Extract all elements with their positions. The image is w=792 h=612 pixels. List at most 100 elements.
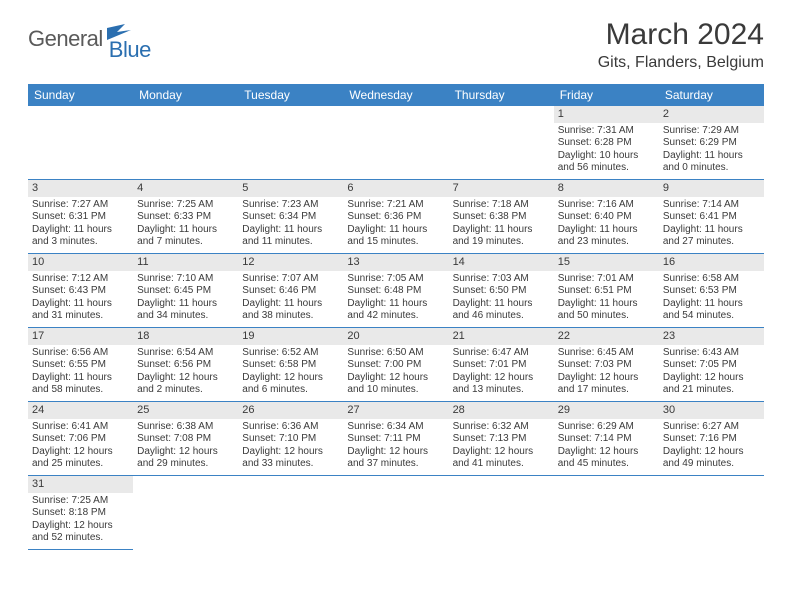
calendar-cell: 14Sunrise: 7:03 AMSunset: 6:50 PMDayligh… [449,254,554,328]
daylight-line: Daylight: 11 hours and 19 minutes. [453,224,550,249]
calendar-cell-empty [343,106,448,180]
calendar-cell-empty [133,106,238,180]
calendar-cell-empty [238,476,343,550]
daylight-line: Daylight: 12 hours and 45 minutes. [558,446,655,471]
sunrise-line: Sunrise: 7:07 AM [242,273,339,286]
sunset-line: Sunset: 7:06 PM [32,433,129,446]
sunset-line: Sunset: 6:38 PM [453,211,550,224]
sunrise-line: Sunrise: 6:54 AM [137,347,234,360]
calendar-cell: 13Sunrise: 7:05 AMSunset: 6:48 PMDayligh… [343,254,448,328]
day-number: 29 [554,402,659,419]
day-number: 20 [343,328,448,345]
sunset-line: Sunset: 6:56 PM [137,359,234,372]
sunset-line: Sunset: 6:58 PM [242,359,339,372]
calendar-cell-empty [659,476,764,550]
title-block: March 2024 Gits, Flanders, Belgium [598,18,764,72]
calendar-cell-empty [449,476,554,550]
day-number: 6 [343,180,448,197]
sunset-line: Sunset: 7:11 PM [347,433,444,446]
sunrise-line: Sunrise: 6:38 AM [137,421,234,434]
sunrise-line: Sunrise: 6:32 AM [453,421,550,434]
sunset-line: Sunset: 6:40 PM [558,211,655,224]
day-number: 14 [449,254,554,271]
sunset-line: Sunset: 6:31 PM [32,211,129,224]
calendar-cell: 20 Sunrise: 6:50 AMSunset: 7:00 PMDayligh… [343,328,448,402]
day-number: 31 [28,476,133,493]
sunset-line: Sunset: 7:14 PM [558,433,655,446]
daylight-line: Daylight: 12 hours and 13 minutes. [453,372,550,397]
sunset-line: Sunset: 6:51 PM [558,285,655,298]
calendar-cell: 8Sunrise: 7:16 AMSunset: 6:40 PMDaylight… [554,180,659,254]
header: General Blue March 2024 Gits, Flanders, … [0,0,792,80]
day-number: 17 [28,328,133,345]
calendar-cell: 2Sunrise: 7:29 AMSunset: 6:29 PMDaylight… [659,106,764,180]
sunset-line: Sunset: 7:03 PM [558,359,655,372]
calendar-grid: SundayMondayTuesdayWednesdayThursdayFrid… [28,84,764,550]
day-number: 23 [659,328,764,345]
calendar-cell: 3Sunrise: 7:27 AMSunset: 6:31 PMDaylight… [28,180,133,254]
sunrise-line: Sunrise: 7:12 AM [32,273,129,286]
sunrise-line: Sunrise: 6:52 AM [242,347,339,360]
sunset-line: Sunset: 6:29 PM [663,137,760,150]
daylight-line: Daylight: 12 hours and 2 minutes. [137,372,234,397]
location: Gits, Flanders, Belgium [598,54,764,72]
daylight-line: Daylight: 11 hours and 50 minutes. [558,298,655,323]
sunrise-line: Sunrise: 6:56 AM [32,347,129,360]
sunrise-line: Sunrise: 7:25 AM [32,495,129,508]
daylight-line: Daylight: 12 hours and 29 minutes. [137,446,234,471]
daylight-line: Daylight: 12 hours and 25 minutes. [32,446,129,471]
day-number: 9 [659,180,764,197]
day-number: 22 [554,328,659,345]
sunrise-line: Sunrise: 6:50 AM [347,347,444,360]
daylight-line: Daylight: 12 hours and 10 minutes. [347,372,444,397]
sunset-line: Sunset: 6:46 PM [242,285,339,298]
sunrise-line: Sunrise: 6:27 AM [663,421,760,434]
day-header: Saturday [659,84,764,106]
daylight-line: Daylight: 11 hours and 11 minutes. [242,224,339,249]
sunset-line: Sunset: 6:55 PM [32,359,129,372]
day-number: 2 [659,106,764,123]
sunset-line: Sunset: 6:33 PM [137,211,234,224]
daylight-line: Daylight: 12 hours and 52 minutes. [32,520,129,545]
calendar-cell: 15Sunrise: 7:01 AMSunset: 6:51 PMDayligh… [554,254,659,328]
sunrise-line: Sunrise: 6:41 AM [32,421,129,434]
sunrise-line: Sunrise: 7:05 AM [347,273,444,286]
calendar-cell-empty [343,476,448,550]
day-number: 24 [28,402,133,419]
daylight-line: Daylight: 11 hours and 7 minutes. [137,224,234,249]
logo-text-blue: Blue [109,37,151,63]
sunset-line: Sunset: 6:34 PM [242,211,339,224]
logo: General Blue [28,24,175,53]
sunset-line: Sunset: 7:16 PM [663,433,760,446]
day-number: 13 [343,254,448,271]
sunrise-line: Sunrise: 7:27 AM [32,199,129,212]
sunrise-line: Sunrise: 6:34 AM [347,421,444,434]
calendar-cell: 21Sunrise: 6:47 AMSunset: 7:01 PMDayligh… [449,328,554,402]
sunrise-line: Sunrise: 7:03 AM [453,273,550,286]
calendar-cell: 17Sunrise: 6:56 AMSunset: 6:55 PMDayligh… [28,328,133,402]
sunrise-line: Sunrise: 7:16 AM [558,199,655,212]
calendar-cell: 7Sunrise: 7:18 AMSunset: 6:38 PMDaylight… [449,180,554,254]
calendar-cell-empty [238,106,343,180]
sunset-line: Sunset: 6:28 PM [558,137,655,150]
month-title: March 2024 [598,18,764,52]
sunrise-line: Sunrise: 7:21 AM [347,199,444,212]
calendar-cell: 22Sunrise: 6:45 AMSunset: 7:03 PMDayligh… [554,328,659,402]
day-number: 28 [449,402,554,419]
day-number: 26 [238,402,343,419]
calendar-cell: 16Sunrise: 6:58 AMSunset: 6:53 PMDayligh… [659,254,764,328]
day-number: 27 [343,402,448,419]
day-number: 25 [133,402,238,419]
day-header: Friday [554,84,659,106]
daylight-line: Daylight: 12 hours and 21 minutes. [663,372,760,397]
calendar-cell: 27Sunrise: 6:34 AMSunset: 7:11 PMDayligh… [343,402,448,476]
sunrise-line: Sunrise: 7:10 AM [137,273,234,286]
sunrise-line: Sunrise: 6:36 AM [242,421,339,434]
sunset-line: Sunset: 7:00 PM [347,359,444,372]
calendar-cell: 4Sunrise: 7:25 AMSunset: 6:33 PMDaylight… [133,180,238,254]
day-number: 21 [449,328,554,345]
daylight-line: Daylight: 11 hours and 54 minutes. [663,298,760,323]
day-header: Monday [133,84,238,106]
calendar-cell: 24 Sunrise: 6:41 AMSunset: 7:06 PMDayligh… [28,402,133,476]
sunrise-line: Sunrise: 6:58 AM [663,273,760,286]
